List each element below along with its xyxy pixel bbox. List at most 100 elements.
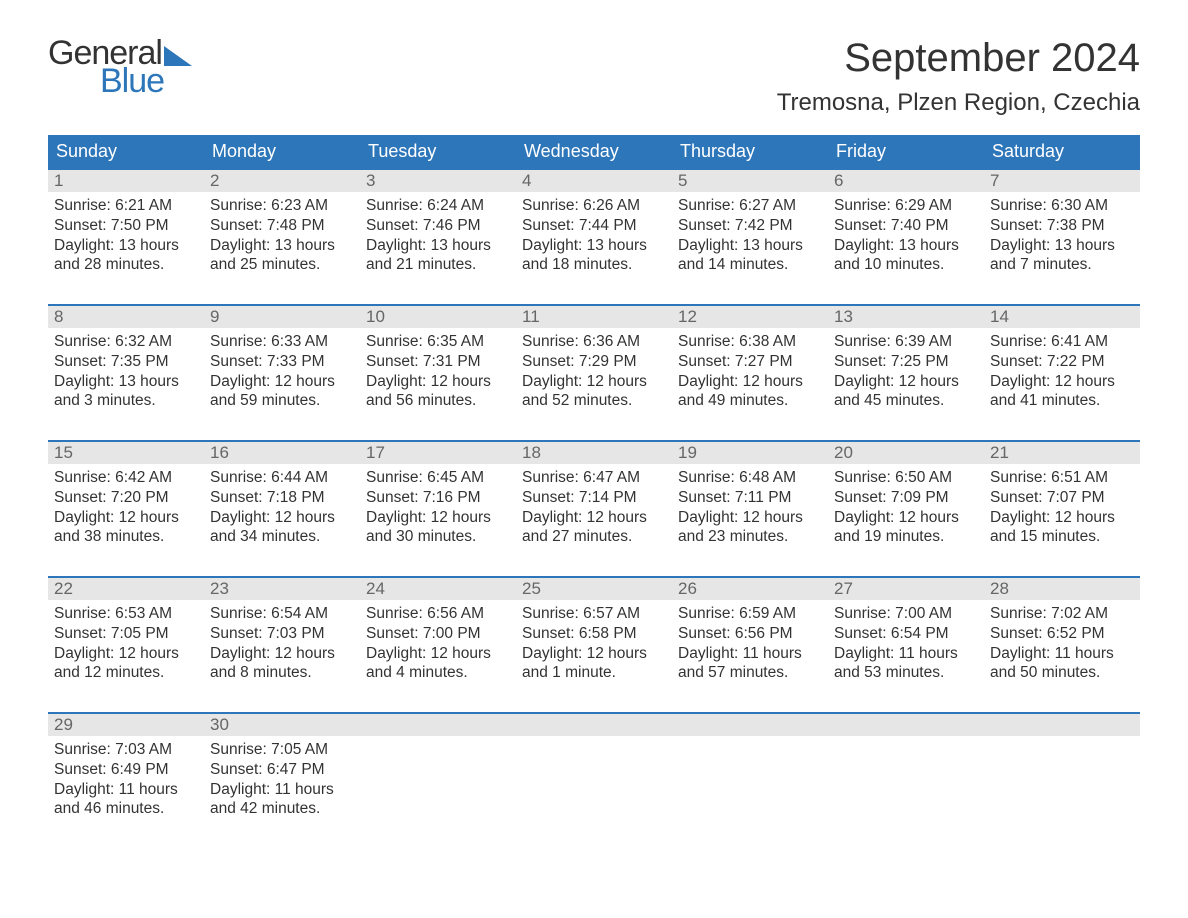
day-cell: 15Sunrise: 6:42 AMSunset: 7:20 PMDayligh… [48,442,204,560]
day-dl2: and 38 minutes. [54,527,198,547]
day-sunset: Sunset: 7:16 PM [366,488,510,508]
dow-thursday: Thursday [672,135,828,168]
day-cell: 26Sunrise: 6:59 AMSunset: 6:56 PMDayligh… [672,578,828,696]
day-body: Sunrise: 6:21 AMSunset: 7:50 PMDaylight:… [48,192,204,283]
day-sunrise: Sunrise: 6:48 AM [678,468,822,488]
day-dl1: Daylight: 13 hours [54,236,198,256]
day-cell: 10Sunrise: 6:35 AMSunset: 7:31 PMDayligh… [360,306,516,424]
day-sunrise: Sunrise: 6:26 AM [522,196,666,216]
day-sunrise: Sunrise: 6:57 AM [522,604,666,624]
day-cell: 28Sunrise: 7:02 AMSunset: 6:52 PMDayligh… [984,578,1140,696]
week-row: 15Sunrise: 6:42 AMSunset: 7:20 PMDayligh… [48,440,1140,560]
day-cell [672,714,828,832]
day-body [828,736,984,748]
day-body: Sunrise: 6:39 AMSunset: 7:25 PMDaylight:… [828,328,984,419]
day-cell: 14Sunrise: 6:41 AMSunset: 7:22 PMDayligh… [984,306,1140,424]
day-number [360,714,516,736]
day-dl2: and 30 minutes. [366,527,510,547]
day-dl1: Daylight: 11 hours [678,644,822,664]
day-sunset: Sunset: 7:20 PM [54,488,198,508]
day-sunset: Sunset: 6:54 PM [834,624,978,644]
day-sunrise: Sunrise: 7:05 AM [210,740,354,760]
logo-text-blue: Blue [100,64,192,98]
day-body: Sunrise: 6:30 AMSunset: 7:38 PMDaylight:… [984,192,1140,283]
day-dl1: Daylight: 12 hours [366,372,510,392]
day-dl2: and 8 minutes. [210,663,354,683]
dow-tuesday: Tuesday [360,135,516,168]
day-number: 30 [204,714,360,736]
day-body: Sunrise: 6:24 AMSunset: 7:46 PMDaylight:… [360,192,516,283]
dow-monday: Monday [204,135,360,168]
title-block: September 2024 Tremosna, Plzen Region, C… [777,36,1140,117]
day-dl2: and 27 minutes. [522,527,666,547]
day-dl1: Daylight: 12 hours [678,508,822,528]
day-dl2: and 18 minutes. [522,255,666,275]
week-row: 1Sunrise: 6:21 AMSunset: 7:50 PMDaylight… [48,168,1140,288]
day-dl1: Daylight: 13 hours [990,236,1134,256]
day-number: 6 [828,170,984,192]
day-body: Sunrise: 7:02 AMSunset: 6:52 PMDaylight:… [984,600,1140,691]
day-cell: 29Sunrise: 7:03 AMSunset: 6:49 PMDayligh… [48,714,204,832]
day-sunrise: Sunrise: 6:38 AM [678,332,822,352]
day-dl1: Daylight: 11 hours [990,644,1134,664]
day-number: 3 [360,170,516,192]
day-number [672,714,828,736]
day-sunset: Sunset: 7:42 PM [678,216,822,236]
day-cell: 20Sunrise: 6:50 AMSunset: 7:09 PMDayligh… [828,442,984,560]
day-dl2: and 23 minutes. [678,527,822,547]
week-row: 29Sunrise: 7:03 AMSunset: 6:49 PMDayligh… [48,712,1140,832]
day-body: Sunrise: 6:23 AMSunset: 7:48 PMDaylight:… [204,192,360,283]
day-body: Sunrise: 6:29 AMSunset: 7:40 PMDaylight:… [828,192,984,283]
day-sunset: Sunset: 7:29 PM [522,352,666,372]
day-dl2: and 21 minutes. [366,255,510,275]
day-body: Sunrise: 6:59 AMSunset: 6:56 PMDaylight:… [672,600,828,691]
dow-wednesday: Wednesday [516,135,672,168]
day-dl2: and 3 minutes. [54,391,198,411]
day-number: 2 [204,170,360,192]
day-sunset: Sunset: 7:44 PM [522,216,666,236]
day-body: Sunrise: 6:35 AMSunset: 7:31 PMDaylight:… [360,328,516,419]
day-cell: 23Sunrise: 6:54 AMSunset: 7:03 PMDayligh… [204,578,360,696]
day-number: 18 [516,442,672,464]
day-body: Sunrise: 7:00 AMSunset: 6:54 PMDaylight:… [828,600,984,691]
day-dl1: Daylight: 12 hours [834,508,978,528]
day-cell: 7Sunrise: 6:30 AMSunset: 7:38 PMDaylight… [984,170,1140,288]
day-number: 17 [360,442,516,464]
day-dl2: and 7 minutes. [990,255,1134,275]
day-body: Sunrise: 6:33 AMSunset: 7:33 PMDaylight:… [204,328,360,419]
day-body: Sunrise: 6:48 AMSunset: 7:11 PMDaylight:… [672,464,828,555]
day-dl1: Daylight: 13 hours [522,236,666,256]
day-body: Sunrise: 6:36 AMSunset: 7:29 PMDaylight:… [516,328,672,419]
day-sunset: Sunset: 7:35 PM [54,352,198,372]
day-body: Sunrise: 6:41 AMSunset: 7:22 PMDaylight:… [984,328,1140,419]
day-sunrise: Sunrise: 7:00 AM [834,604,978,624]
flag-icon [164,46,192,66]
day-cell: 4Sunrise: 6:26 AMSunset: 7:44 PMDaylight… [516,170,672,288]
day-number: 21 [984,442,1140,464]
day-dl2: and 15 minutes. [990,527,1134,547]
day-cell: 27Sunrise: 7:00 AMSunset: 6:54 PMDayligh… [828,578,984,696]
day-dl1: Daylight: 12 hours [990,508,1134,528]
day-dl2: and 34 minutes. [210,527,354,547]
day-sunrise: Sunrise: 6:47 AM [522,468,666,488]
day-cell: 8Sunrise: 6:32 AMSunset: 7:35 PMDaylight… [48,306,204,424]
day-cell: 11Sunrise: 6:36 AMSunset: 7:29 PMDayligh… [516,306,672,424]
day-body: Sunrise: 6:56 AMSunset: 7:00 PMDaylight:… [360,600,516,691]
day-body: Sunrise: 6:54 AMSunset: 7:03 PMDaylight:… [204,600,360,691]
day-sunset: Sunset: 7:25 PM [834,352,978,372]
day-number: 11 [516,306,672,328]
day-dl1: Daylight: 12 hours [210,508,354,528]
day-sunrise: Sunrise: 6:42 AM [54,468,198,488]
day-sunrise: Sunrise: 6:29 AM [834,196,978,216]
day-number: 16 [204,442,360,464]
day-dl2: and 19 minutes. [834,527,978,547]
day-number: 8 [48,306,204,328]
day-dl1: Daylight: 12 hours [54,508,198,528]
location-subtitle: Tremosna, Plzen Region, Czechia [777,89,1140,117]
day-body: Sunrise: 6:44 AMSunset: 7:18 PMDaylight:… [204,464,360,555]
week-row: 8Sunrise: 6:32 AMSunset: 7:35 PMDaylight… [48,304,1140,424]
day-dl2: and 57 minutes. [678,663,822,683]
day-cell: 24Sunrise: 6:56 AMSunset: 7:00 PMDayligh… [360,578,516,696]
day-body: Sunrise: 6:26 AMSunset: 7:44 PMDaylight:… [516,192,672,283]
day-cell [828,714,984,832]
